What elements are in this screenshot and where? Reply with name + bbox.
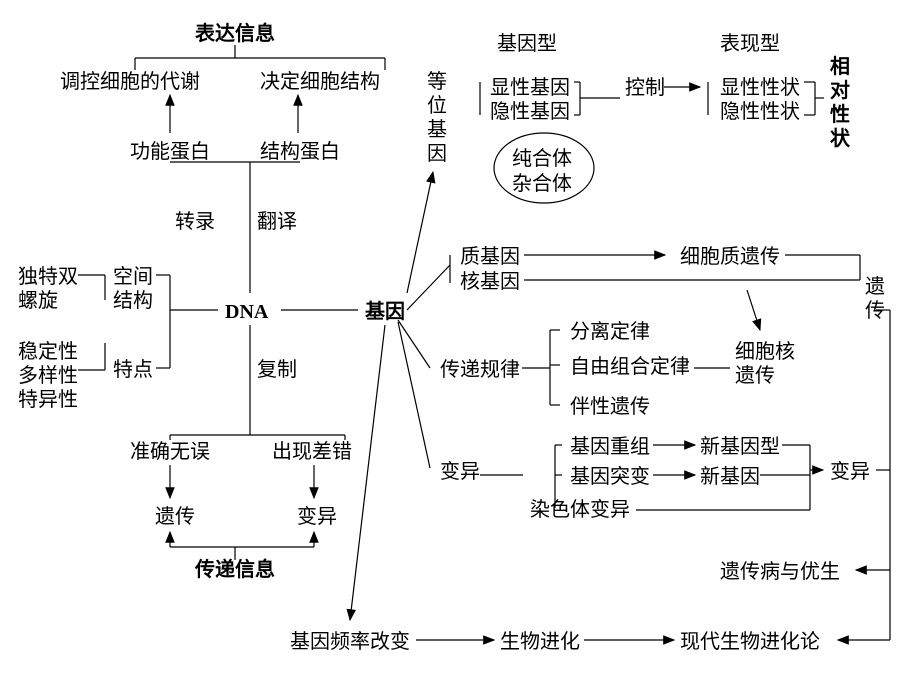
node-trans_rule: 传递规律 [440,358,520,382]
node-accurate: 准确无误 [130,440,210,464]
node-express_info: 表达信息 [195,22,275,46]
node-genetic_disease: 遗传病与优生 [720,560,840,584]
node-rec_trait: 隐性性状 [720,100,800,124]
node-func_protein: 功能蛋白 [130,140,210,164]
node-evolution: 生物进化 [500,630,580,654]
connector-line [407,265,450,310]
node-replicate: 复制 [257,358,297,382]
node-seg_law: 分离定律 [570,320,650,344]
node-new_gene: 新基因 [700,465,760,489]
node-dom_gene: 显性基因 [490,76,570,100]
node-allele: 等位基因 [427,70,447,166]
node-control: 控制 [625,76,665,100]
node-stability: 稳定性多样性特异性 [18,340,78,412]
node-dom_trait: 显性性状 [720,76,800,100]
node-error: 出现差错 [272,440,352,464]
node-variation_mid: 变异 [440,460,480,484]
node-inh_right: 遗传 [865,275,885,323]
node-cyto_inh: 细胞质遗传 [680,245,780,269]
node-rec_gene: 隐性基因 [490,100,570,124]
node-new_genotype: 新基因型 [700,435,780,459]
connector-line [407,172,433,293]
node-combo_law: 自由组合定律 [570,355,690,379]
node-hetero: 杂合体 [512,172,572,196]
connector-line [350,325,385,620]
node-gene_recomb: 基因重组 [570,435,650,459]
connector-line [747,290,760,330]
connector-line [398,320,430,368]
node-gene: 基因 [365,300,405,324]
node-dna: DNA [225,300,268,324]
node-cyto_gene: 质基因 [460,245,520,269]
node-sex_linked: 伴性遗传 [570,395,650,419]
node-gene_mut: 基因突变 [570,465,650,489]
node-transcribe: 转录 [175,210,215,234]
node-genotype: 基因型 [497,32,557,56]
node-rel_trait: 相对性状 [830,55,850,151]
node-transmit_info: 传递信息 [195,558,275,582]
node-space_struct: 空间结构 [113,265,153,313]
node-double_helix: 独特双螺旋 [18,265,78,313]
node-nucl_gene: 核基因 [460,270,520,294]
node-homo: 纯合体 [512,147,572,171]
node-phenotype: 表现型 [720,32,780,56]
node-feature: 特点 [113,358,153,382]
node-modern_theory: 现代生物进化论 [680,630,820,654]
node-chrom_var: 染色体变异 [530,498,630,522]
node-heredity_l: 遗传 [155,505,195,529]
node-variation_r: 变异 [830,460,870,484]
node-nucl_inh: 细胞核遗传 [735,340,795,388]
node-regulate: 调控细胞的代谢 [60,70,200,94]
node-freq_change: 基因频率改变 [290,630,410,654]
node-variation_l: 变异 [297,505,337,529]
node-struct_protein: 结构蛋白 [260,140,340,164]
connector-line [398,322,430,468]
node-decide: 决定细胞结构 [260,70,380,94]
node-translate: 翻译 [257,210,297,234]
